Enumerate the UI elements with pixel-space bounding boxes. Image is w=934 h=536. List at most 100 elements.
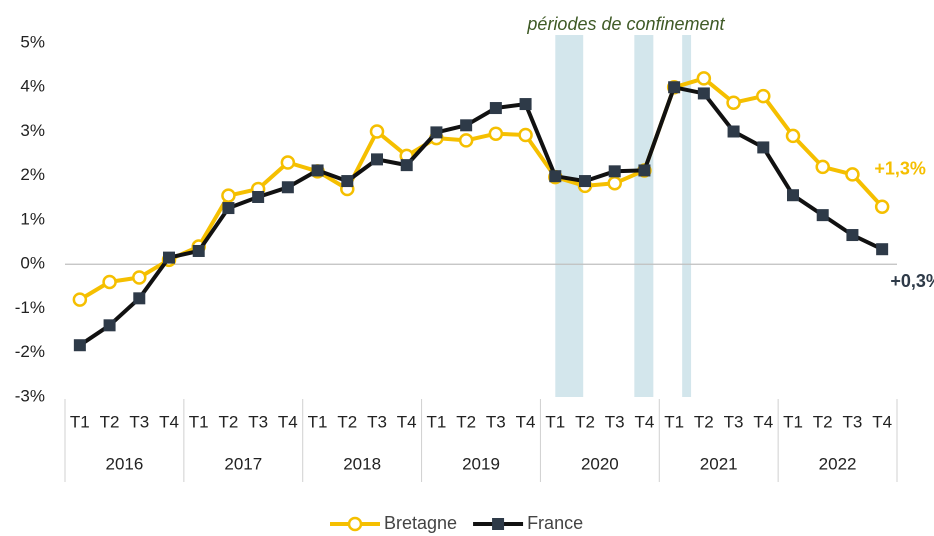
legend-label: Bretagne — [384, 513, 457, 533]
point — [579, 175, 591, 188]
x-group-label: 2020 — [581, 454, 619, 473]
point — [458, 133, 474, 148]
annotation: périodes de confinement — [526, 14, 725, 34]
x-tick-label: T3 — [486, 412, 506, 431]
x-tick-label: T3 — [248, 412, 268, 431]
x-tick-label: T4 — [872, 412, 892, 431]
point — [726, 95, 741, 110]
point — [845, 167, 860, 182]
point — [607, 176, 622, 191]
point — [133, 292, 146, 305]
y-tick-label: 2% — [20, 165, 45, 184]
lockdown-band — [555, 35, 584, 397]
point — [488, 126, 504, 141]
point — [846, 229, 859, 242]
point — [876, 243, 889, 256]
point — [132, 270, 147, 285]
x-tick-label: T2 — [575, 412, 595, 431]
y-tick-label: 4% — [20, 77, 45, 96]
point — [518, 127, 533, 143]
point — [638, 164, 651, 177]
y-tick-label: 5% — [20, 32, 45, 51]
point — [281, 181, 294, 194]
legend-marker — [492, 518, 505, 530]
x-tick-label: T1 — [427, 412, 447, 431]
x-group-label: 2018 — [343, 454, 381, 473]
point — [280, 155, 296, 170]
series-line — [78, 85, 883, 347]
point — [311, 164, 324, 177]
point — [697, 87, 710, 100]
x-tick-label: T4 — [159, 412, 179, 431]
point — [756, 88, 771, 104]
point — [727, 125, 740, 138]
point — [102, 274, 117, 290]
point — [608, 165, 621, 178]
y-tick-label: 0% — [20, 254, 45, 273]
point — [489, 102, 502, 115]
x-tick-label: T4 — [278, 412, 298, 431]
x-tick-label: T1 — [545, 412, 565, 431]
x-group-label: 2019 — [462, 454, 500, 473]
x-group-label: 2016 — [106, 454, 144, 473]
x-tick-label: T1 — [70, 412, 90, 431]
y-tick-label: 1% — [20, 209, 45, 228]
x-tick-label: T1 — [783, 412, 803, 431]
lockdown-band — [682, 35, 692, 397]
point — [222, 202, 235, 215]
point — [757, 141, 770, 154]
point — [163, 251, 175, 264]
point — [341, 175, 354, 188]
point — [519, 98, 532, 111]
x-tick-label: T2 — [100, 412, 120, 431]
point — [816, 209, 829, 222]
point — [785, 128, 801, 144]
x-tick-label: T4 — [516, 412, 536, 431]
x-tick-label: T3 — [843, 412, 863, 431]
x-tick-label: T3 — [367, 412, 387, 431]
series-line — [78, 76, 884, 302]
x-tick-label: T3 — [724, 412, 744, 431]
end-label: +1,3% — [874, 158, 926, 178]
x-tick-label: T2 — [813, 412, 833, 431]
point — [787, 189, 799, 202]
point — [221, 188, 236, 203]
x-tick-label: T1 — [664, 412, 684, 431]
y-tick-label: 3% — [20, 121, 45, 140]
x-group-label: 2017 — [224, 454, 262, 473]
point — [549, 170, 562, 183]
point — [103, 319, 116, 332]
x-tick-label: T3 — [129, 412, 149, 431]
end-label: +0,3% — [890, 271, 934, 291]
legend-marker — [347, 516, 363, 532]
point — [460, 119, 473, 132]
point — [668, 81, 681, 94]
point — [72, 292, 88, 307]
x-group-label: 2022 — [819, 454, 857, 473]
point — [73, 339, 86, 352]
x-tick-label: T4 — [753, 412, 773, 431]
lockdown-band — [634, 35, 654, 397]
x-tick-label: T2 — [456, 412, 476, 431]
legend-label: France — [527, 513, 583, 533]
point — [815, 159, 830, 175]
point — [874, 199, 890, 214]
point — [430, 126, 443, 139]
x-group-label: 2021 — [700, 454, 738, 473]
x-tick-label: T2 — [337, 412, 357, 431]
point — [369, 124, 385, 139]
x-tick-label: T4 — [635, 412, 655, 431]
x-tick-label: T2 — [694, 412, 714, 431]
x-tick-label: T3 — [605, 412, 625, 431]
x-tick-label: T1 — [308, 412, 328, 431]
point — [192, 244, 205, 257]
y-tick-label: -2% — [15, 342, 45, 361]
y-tick-label: -3% — [15, 386, 45, 405]
point — [252, 190, 265, 203]
x-tick-label: T4 — [397, 412, 417, 431]
y-tick-label: -1% — [15, 298, 45, 317]
x-tick-label: T2 — [219, 412, 239, 431]
x-tick-label: T1 — [189, 412, 209, 431]
point — [400, 159, 413, 172]
